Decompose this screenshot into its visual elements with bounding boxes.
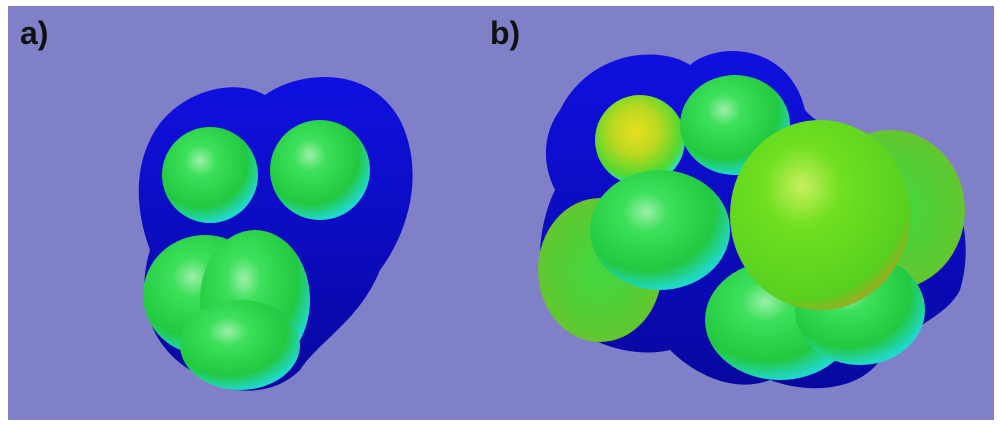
figure: a) b) bbox=[0, 0, 1000, 432]
page: a) b) (() => { const data = JSON.parse(d… bbox=[0, 0, 1000, 432]
panel-label: a) bbox=[20, 15, 48, 51]
panel-label: b) bbox=[490, 15, 520, 51]
